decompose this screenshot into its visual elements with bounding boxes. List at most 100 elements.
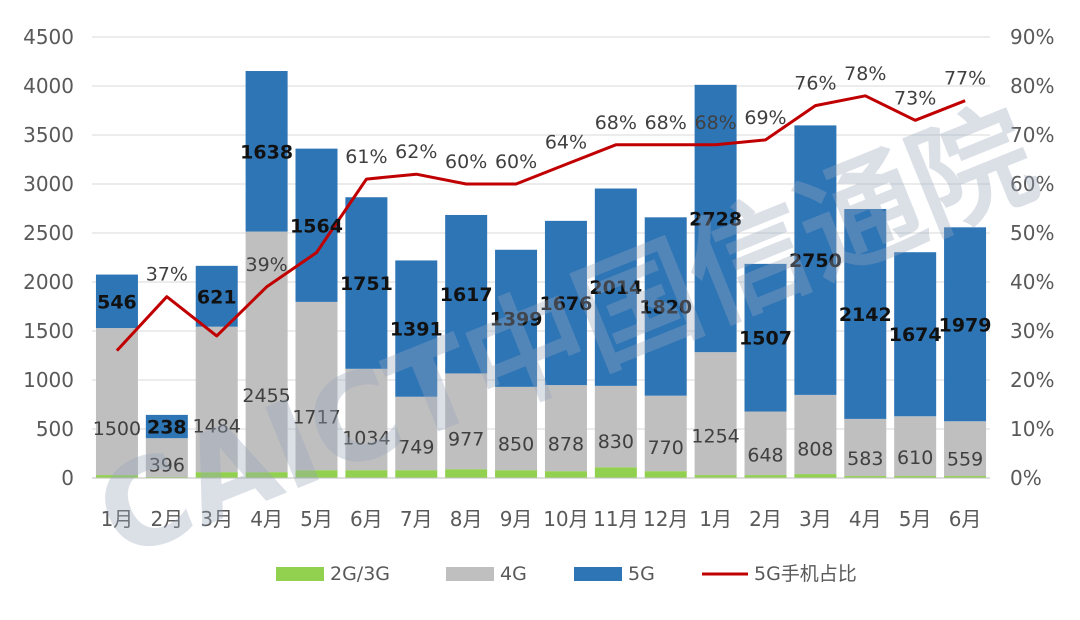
bar-5g-11: [644, 217, 687, 396]
bar-4g-9: [544, 385, 587, 472]
label-4g-10: 830: [598, 431, 634, 453]
gridlines: [92, 36, 990, 479]
bar-5g-8: [495, 249, 538, 387]
bar-4g-8: [495, 386, 538, 471]
bar-2g3g-9: [544, 471, 587, 478]
legend-label: 2G/3G: [330, 563, 390, 585]
label-4g-14: 808: [797, 439, 833, 461]
x-tick-label: 6月: [949, 507, 982, 531]
x-tick-label: 5月: [899, 507, 932, 531]
bar-5g-9: [544, 220, 587, 386]
bar-2g3g-2: [195, 472, 238, 478]
label-4g-8: 850: [498, 434, 534, 456]
bar-5g-3: [245, 71, 288, 232]
bar-2g3g-11: [644, 471, 687, 478]
bar-4g-17: [944, 421, 987, 477]
legend: 2G/3G 4G 5G 5G手机占比: [276, 563, 857, 585]
label-share-1: 37%: [146, 264, 188, 286]
x-tick-label: 11月: [593, 507, 638, 531]
label-4g-1: 396: [149, 455, 185, 477]
right-tick-label: 50%: [1010, 221, 1054, 245]
right-tick-label: 90%: [1010, 25, 1054, 49]
right-tick-label: 0%: [1010, 466, 1042, 490]
label-4g-0: 1500: [93, 418, 141, 440]
x-tick-label: 1月: [699, 507, 732, 531]
label-5g-13: 1507: [739, 328, 792, 350]
bar-2g3g-3: [245, 472, 288, 478]
bar-2g3g-17: [944, 476, 987, 478]
label-5g-17: 1979: [939, 314, 992, 336]
right-tick-label: 30%: [1010, 319, 1054, 343]
label-5g-14: 2750: [789, 250, 842, 272]
bar-4g-15: [844, 418, 887, 477]
left-tick-label: 4500: [23, 25, 74, 49]
label-share-17: 77%: [944, 68, 986, 90]
bar-2g3g-6: [395, 470, 438, 478]
share-line: [115, 94, 966, 352]
label-5g-10: 2014: [589, 277, 642, 299]
left-tick-label: 2000: [23, 270, 74, 294]
bar-4g-14: [794, 394, 837, 475]
right-axis-ticks: 0% 10% 20% 30% 40% 50% 60% 70% 80% 90%: [1010, 25, 1054, 490]
right-tick-label: 70%: [1010, 123, 1054, 147]
left-tick-label: 0: [61, 466, 74, 490]
left-tick-label: 3500: [23, 123, 74, 147]
legend-label: 4G: [500, 563, 527, 585]
label-share-13: 69%: [744, 107, 786, 129]
label-4g-16: 610: [897, 447, 933, 469]
label-5g-7: 1617: [440, 284, 493, 306]
bar-5g-5: [345, 197, 388, 369]
label-5g-5: 1751: [340, 273, 393, 295]
bar-4g-0: [95, 328, 138, 476]
label-4g-12: 1254: [691, 426, 739, 448]
bar-5g-15: [844, 208, 887, 419]
right-tick-label: 40%: [1010, 270, 1054, 294]
bar-5g-4: [295, 148, 338, 302]
bar-2g3g-16: [894, 476, 937, 478]
bar-5g-14: [794, 125, 837, 395]
left-tick-label: 3000: [23, 172, 74, 196]
label-5g-11: 1820: [639, 297, 692, 319]
x-axis-ticks: 1月 2月 3月 4月 5月 6月 7月 8月 9月 10月 11月 12月 1月 2月 3月 4月 5月 6月: [92, 477, 990, 531]
bar-5g-2: [195, 265, 238, 327]
label-5g-12: 2728: [689, 208, 742, 230]
label-share-14: 76%: [794, 73, 836, 95]
legend-swatch: [276, 567, 324, 581]
legend-label: 5G手机占比: [754, 563, 857, 585]
label-4g-4: 1717: [292, 406, 340, 428]
right-tick-label: 10%: [1010, 417, 1054, 441]
bar-5g-1: [145, 414, 188, 439]
label-share-6: 62%: [395, 141, 437, 163]
left-tick-label: 500: [36, 417, 74, 441]
label-5g-3: 1638: [240, 141, 293, 163]
bar-2g3g-13: [744, 475, 787, 478]
x-tick-label: 6月: [350, 507, 383, 531]
left-tick-label: 1000: [23, 368, 74, 392]
legend-label: 5G: [628, 563, 655, 585]
bar-2g3g-14: [794, 474, 837, 478]
label-share-12: 68%: [694, 112, 736, 134]
label-share-5: 61%: [345, 146, 387, 168]
bar-4g-12: [694, 352, 737, 476]
bar-4g-16: [894, 416, 937, 477]
x-tick-label: 8月: [450, 507, 483, 531]
x-tick-label: 4月: [250, 507, 283, 531]
x-tick-label: 7月: [400, 507, 433, 531]
label-share-7: 60%: [445, 151, 487, 173]
bar-2g3g-4: [295, 470, 338, 478]
x-tick-label: 12月: [643, 507, 688, 531]
bar-2g3g-8: [495, 470, 538, 478]
label-share-11: 68%: [645, 112, 687, 134]
bar-2g3g-12: [694, 475, 737, 478]
x-tick-label: 1月: [101, 507, 134, 531]
bar-4g-10: [594, 385, 637, 468]
label-4g-17: 559: [947, 449, 983, 471]
x-tick-label: 4月: [849, 507, 882, 531]
label-4g-5: 1034: [342, 428, 390, 450]
label-5g-1: 238: [147, 417, 187, 439]
label-5g-2: 621: [197, 286, 237, 308]
label-4g-7: 977: [448, 429, 484, 451]
bar-4g-7: [445, 373, 488, 470]
x-tick-label: 3月: [799, 507, 832, 531]
line-5g-share: [115, 94, 966, 352]
